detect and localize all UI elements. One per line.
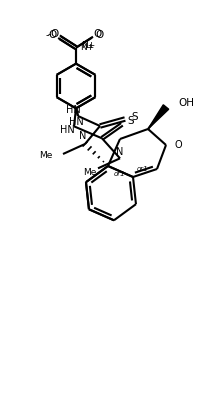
Text: O: O [95,30,104,40]
Text: O: O [93,29,102,39]
Text: N+: N+ [80,43,94,52]
Text: HN: HN [65,105,80,115]
Text: Me: Me [83,168,96,177]
Text: O: O [174,140,182,150]
Text: -O: -O [46,30,58,40]
Text: or1: or1 [136,166,148,172]
Text: N: N [116,147,123,157]
Text: HN: HN [68,117,83,127]
Text: -O: -O [48,29,60,39]
Polygon shape [147,105,168,129]
Text: N+: N+ [81,41,95,50]
Text: N: N [79,131,86,141]
Text: or1: or1 [114,171,125,177]
Text: Me: Me [39,152,53,160]
Text: OH: OH [177,98,193,108]
Text: HN: HN [59,125,74,135]
Text: S: S [126,116,133,126]
Text: S: S [130,112,137,122]
